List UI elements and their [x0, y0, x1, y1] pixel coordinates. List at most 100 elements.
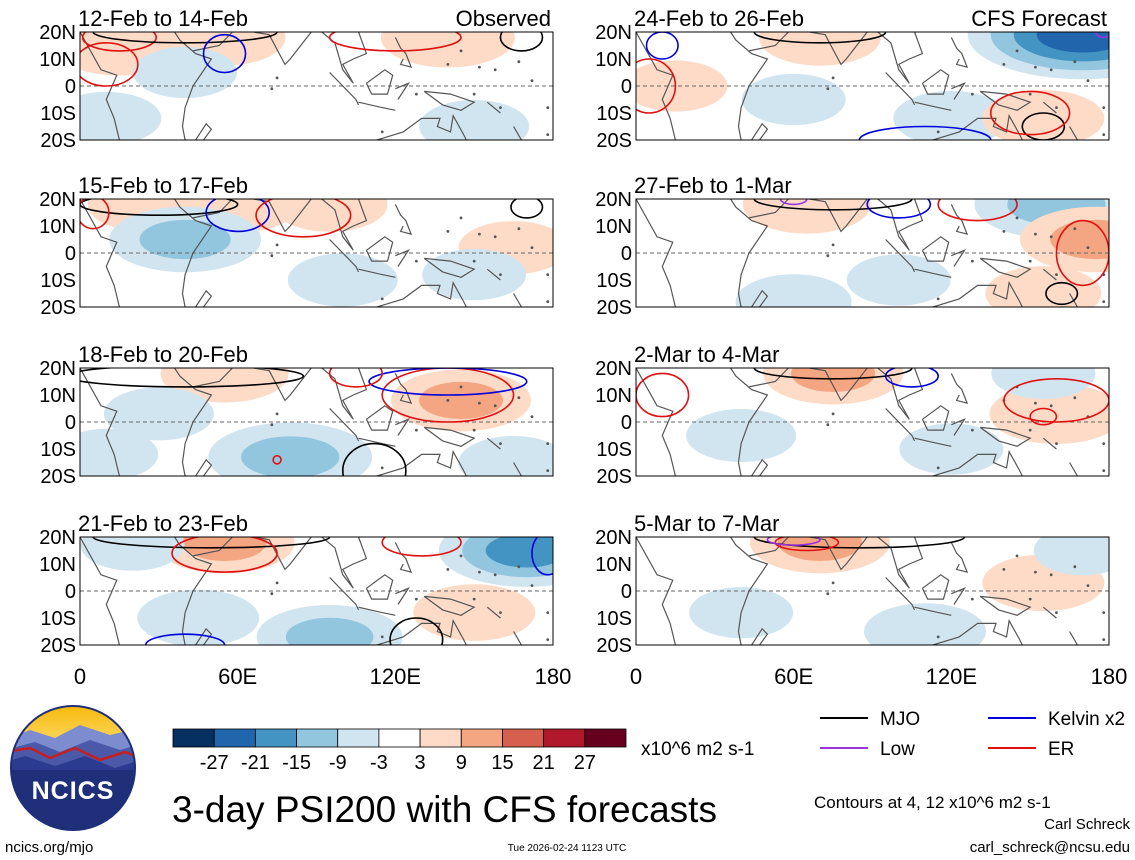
- y-tick-label: 0: [65, 243, 76, 265]
- island: [478, 232, 481, 236]
- island: [1073, 396, 1077, 400]
- island: [970, 428, 974, 432]
- anomaly-band: [985, 266, 1102, 307]
- coastline: [358, 268, 396, 278]
- y-tick-label: 0: [621, 76, 632, 98]
- coastline: [253, 537, 312, 571]
- anomaly-band: [458, 436, 553, 476]
- coastline: [914, 268, 952, 278]
- panel-date-range: 5-Mar to 7-Mar: [634, 511, 779, 536]
- coastline: [376, 113, 467, 140]
- contour-er: [80, 199, 110, 230]
- island: [275, 581, 279, 585]
- legend-label: ER: [1048, 739, 1074, 760]
- y-tick-label: 0: [65, 581, 76, 603]
- coastline: [195, 289, 213, 307]
- island: [414, 259, 418, 263]
- island: [459, 554, 463, 558]
- y-tick-label: 10N: [39, 216, 76, 238]
- island: [1073, 565, 1077, 569]
- coastline: [951, 418, 967, 436]
- island: [1049, 573, 1053, 577]
- y-tick-label: 20S: [40, 130, 76, 152]
- anomaly-band: [285, 617, 374, 645]
- island: [446, 568, 450, 571]
- y-tick-label: 20N: [39, 189, 76, 211]
- island: [831, 412, 835, 416]
- colorbar-swatch: [460, 728, 503, 748]
- coastline: [358, 101, 396, 111]
- anomaly-band: [686, 409, 797, 462]
- island: [1055, 106, 1058, 109]
- coastline: [253, 368, 312, 402]
- coastline: [748, 32, 789, 52]
- contour-legend: MJO Kelvin x2 Low ER: [820, 709, 1125, 760]
- coastline: [1042, 606, 1057, 619]
- island: [1086, 584, 1090, 587]
- anomaly-band: [1036, 32, 1109, 53]
- contour-mjo: [753, 199, 913, 211]
- colorbar-swatch: [213, 728, 256, 748]
- coastline: [1069, 126, 1078, 140]
- island: [530, 246, 534, 250]
- colorbar-tick-label: 9: [456, 752, 467, 774]
- coastlines: [80, 32, 550, 140]
- contour-mjo: [1045, 281, 1079, 306]
- coastline: [636, 199, 676, 307]
- coastline: [376, 449, 467, 476]
- anomaly-band: [846, 254, 951, 306]
- island: [1028, 428, 1032, 432]
- contour-low: [766, 537, 821, 546]
- coastline: [376, 280, 467, 307]
- coastline: [395, 587, 411, 605]
- island: [1055, 273, 1058, 276]
- footer-author: Carl Schreck: [1044, 816, 1130, 833]
- contour-er: [1029, 407, 1058, 426]
- coastline: [950, 542, 969, 573]
- x-tick-label: 0: [630, 664, 642, 689]
- anomaly-field: [80, 537, 553, 645]
- island: [380, 297, 384, 301]
- coastline: [914, 101, 952, 111]
- contour-mjo: [80, 199, 239, 216]
- island: [546, 638, 550, 641]
- island: [1002, 230, 1006, 233]
- y-tick-label: 20N: [39, 358, 76, 380]
- contour-mjo: [510, 199, 544, 219]
- anomaly-band: [80, 537, 185, 571]
- contour-er: [328, 32, 462, 52]
- coastline: [321, 537, 368, 589]
- island: [414, 92, 418, 96]
- y-tick-label: 10S: [596, 270, 632, 292]
- island: [1002, 63, 1006, 66]
- island: [1055, 611, 1058, 614]
- island: [472, 259, 476, 263]
- coastline: [80, 368, 120, 476]
- island: [1049, 404, 1053, 408]
- island: [936, 635, 940, 639]
- contour-er: [272, 454, 282, 465]
- island: [499, 442, 502, 445]
- coastline: [192, 537, 233, 557]
- island: [546, 442, 550, 445]
- coastline: [1069, 631, 1078, 645]
- contour-kelvin-x2: [205, 199, 270, 233]
- coastline: [1069, 462, 1078, 476]
- coastline: [195, 627, 213, 645]
- colorbar-tick-label: 15: [491, 752, 513, 774]
- coastline: [513, 462, 522, 476]
- contour-er: [255, 199, 352, 238]
- island: [517, 396, 521, 400]
- coastline: [1042, 437, 1057, 450]
- contour-kelvin-x2: [144, 633, 226, 645]
- anomaly-field: [80, 32, 553, 140]
- colorbar-tick-label: 21: [533, 752, 555, 774]
- panel-frame: [635, 536, 1110, 646]
- island: [970, 259, 974, 263]
- y-tick-label: 20S: [596, 130, 632, 152]
- panel-frame: [79, 198, 554, 308]
- coastline: [877, 199, 924, 251]
- island: [499, 611, 502, 614]
- coastline: [321, 199, 368, 251]
- anomaly-band: [241, 436, 340, 476]
